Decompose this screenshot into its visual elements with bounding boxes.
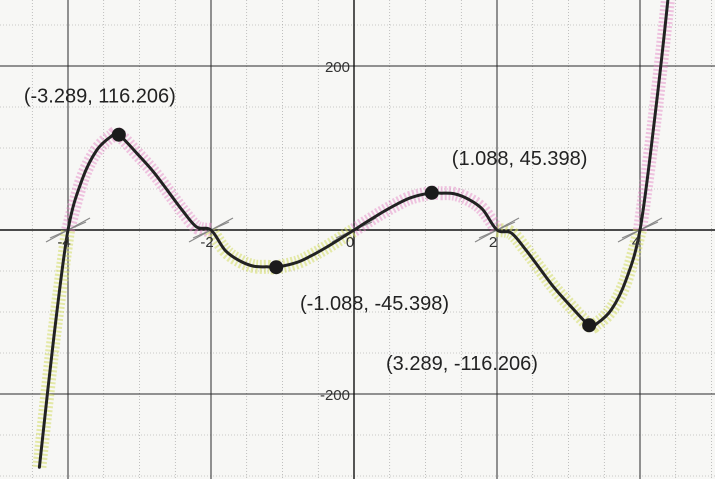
tick-labels: -4 -2 0 2 4 200 -200 <box>57 59 640 404</box>
negative-region-shading <box>495 223 647 334</box>
critical-point <box>111 127 126 142</box>
sign-shading <box>32 0 675 468</box>
y-tick-label: 200 <box>325 59 350 76</box>
x-tick-label: -2 <box>200 234 213 251</box>
positive-region-shading <box>61 126 213 237</box>
x-tick-label: 2 <box>489 234 497 251</box>
polynomial-curve <box>37 0 670 469</box>
critical-point-label: (-3.289, 116.206) <box>24 86 176 108</box>
critical-point <box>269 260 284 275</box>
y-tick-label: -200 <box>320 387 350 404</box>
critical-points: (-3.289, 116.206) (-1.088, -45.398) (1.088… <box>24 86 597 375</box>
critical-point <box>424 185 439 200</box>
critical-point-label: (1.088, 45.398) <box>452 148 588 170</box>
critical-point-label: (3.289, -116.206) <box>386 353 538 375</box>
critical-point-label: (-1.088, -45.398) <box>300 293 449 315</box>
curve-layer <box>37 0 670 469</box>
x-tick-label: -4 <box>57 234 70 251</box>
critical-point <box>582 318 597 333</box>
x-tick-label: 0 <box>346 234 354 251</box>
x-tick-label: 4 <box>632 234 640 251</box>
